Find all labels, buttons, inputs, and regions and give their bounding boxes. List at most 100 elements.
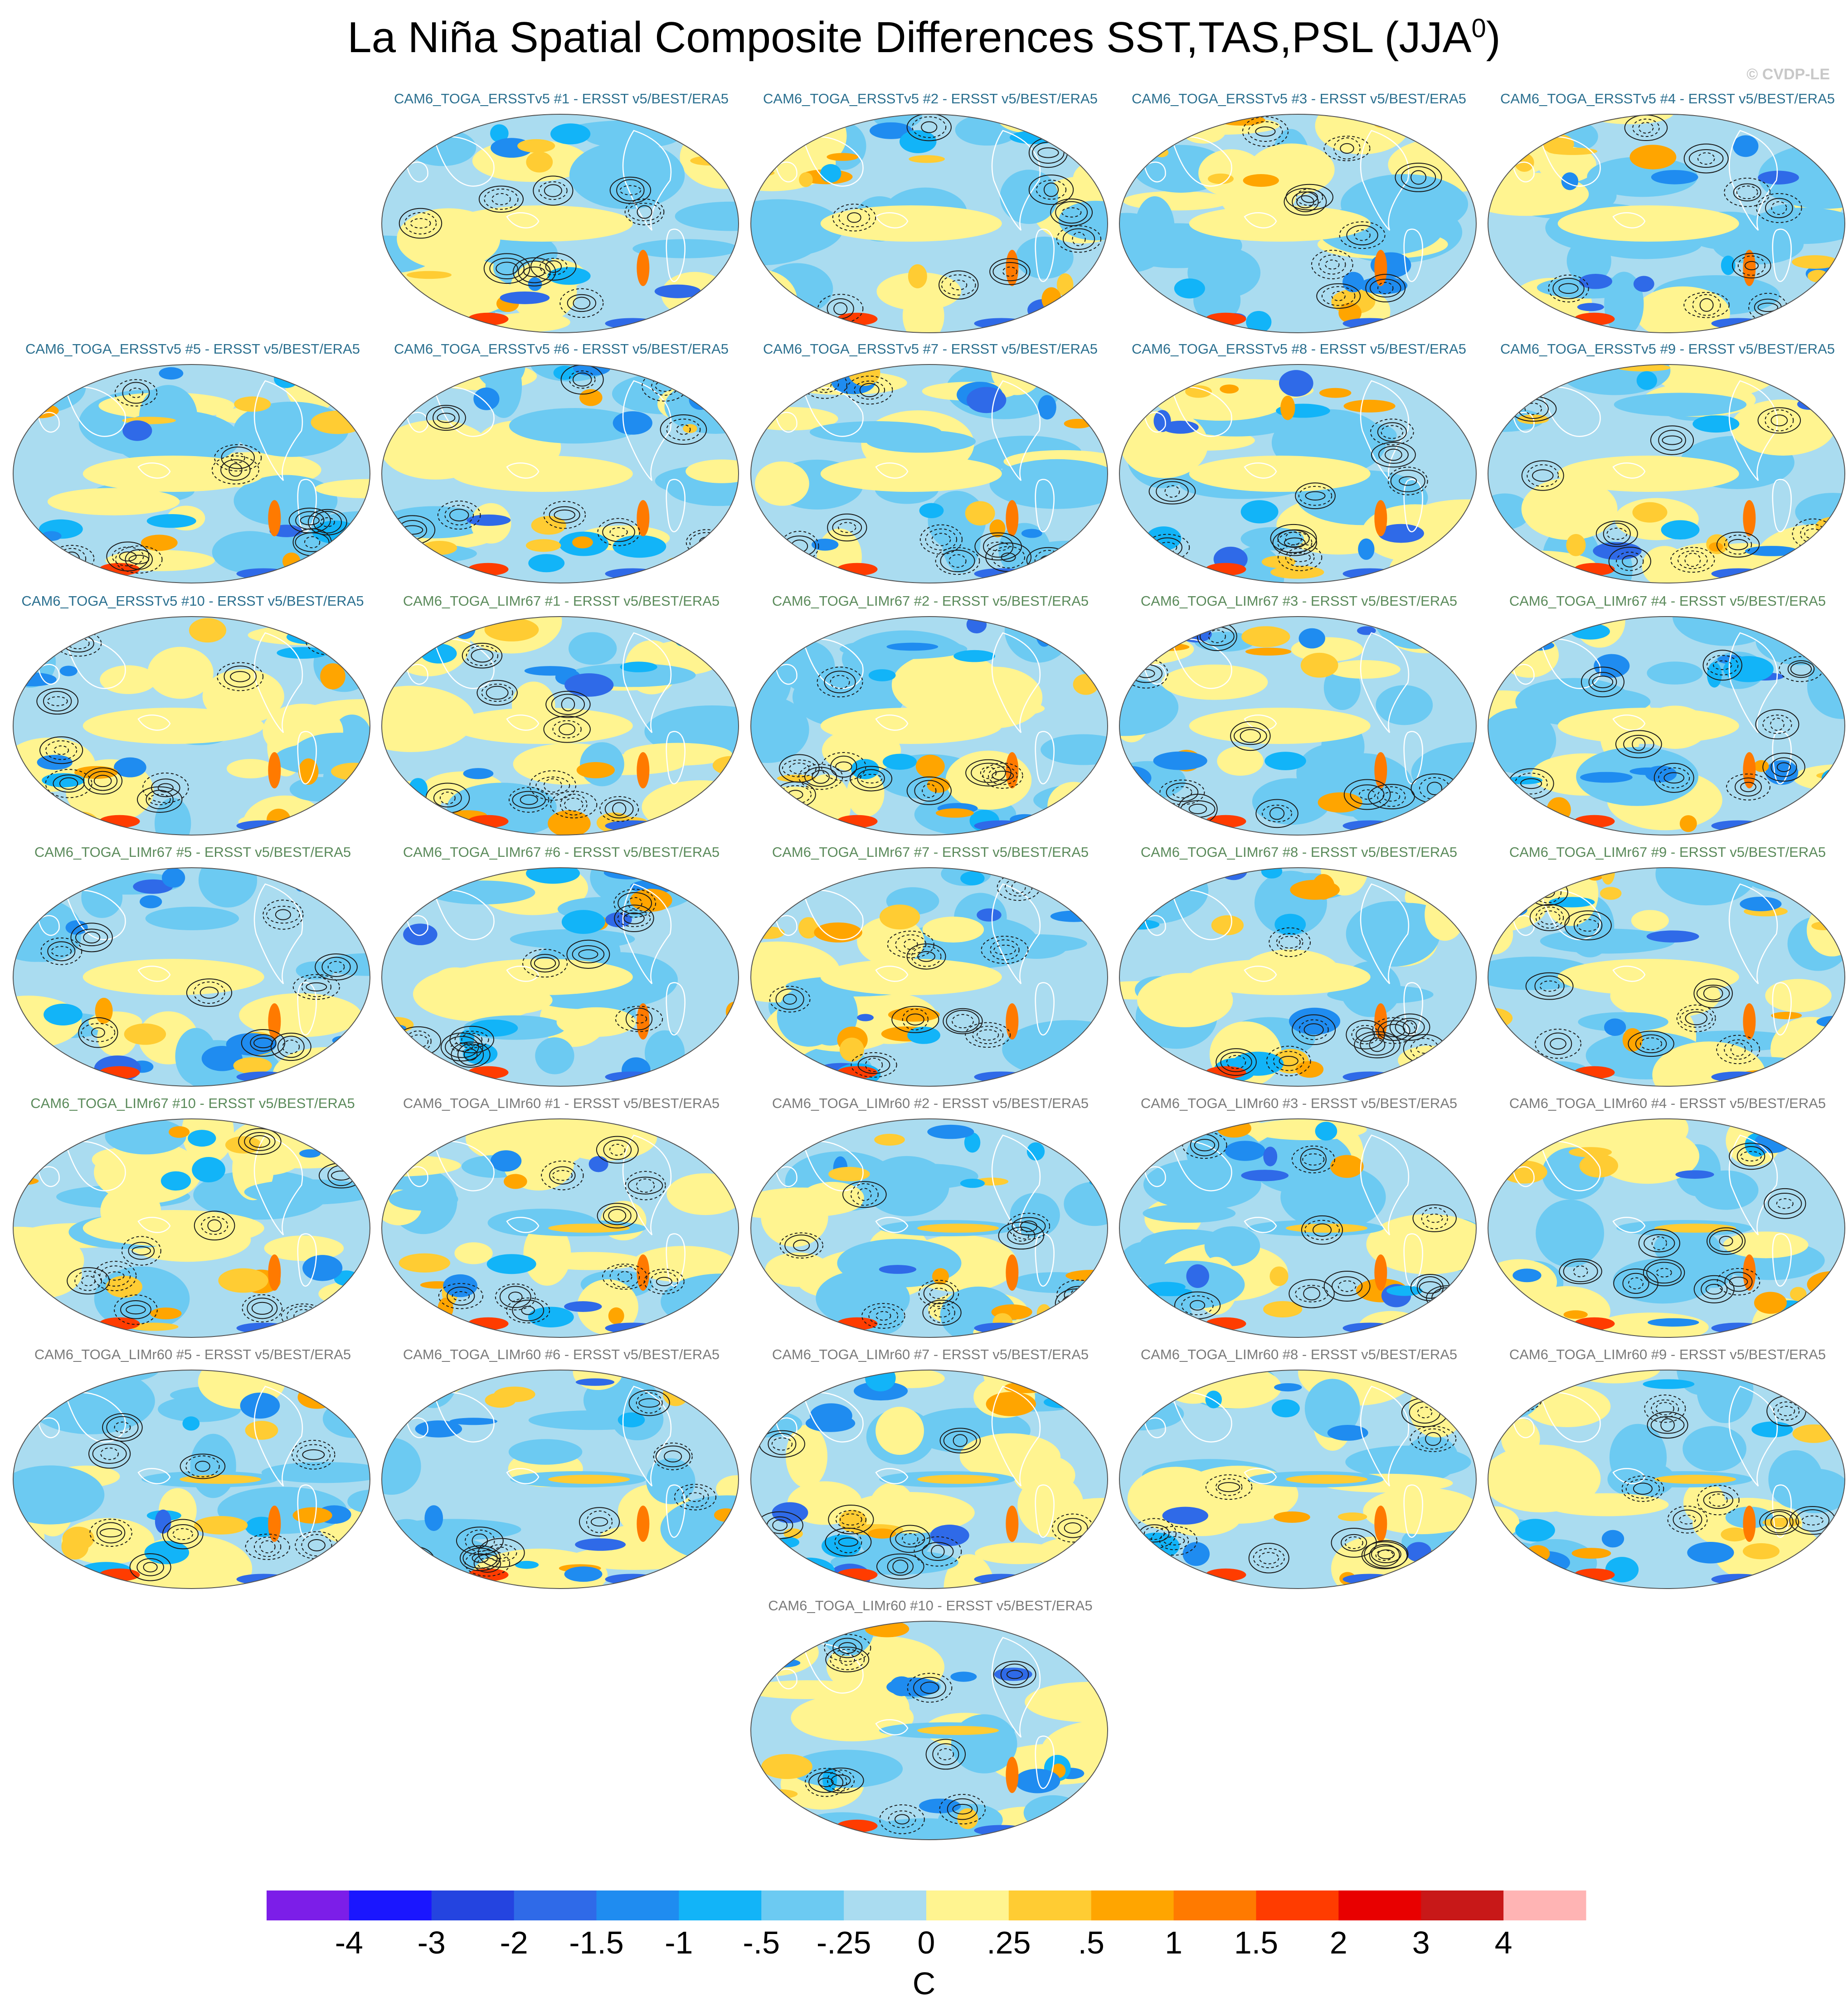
psl-contour: [1255, 799, 1298, 828]
psl-contour: [306, 982, 327, 991]
psl-contour: [914, 780, 944, 802]
coastline: [1035, 228, 1055, 282]
anomaly-spot: [1162, 1506, 1208, 1525]
psl-contour: [304, 536, 321, 549]
psl-contour: [1729, 1142, 1773, 1170]
map-panel: CAM6_TOGA_LIMr67 #10 - ERSST v5/BEST/ERA…: [9, 1095, 376, 1342]
anomaly-spot: [751, 1317, 786, 1334]
anomaly-patch: [569, 141, 685, 209]
psl-contour: [1581, 666, 1625, 698]
psl-contour: [664, 1450, 682, 1463]
psl-contour: [1505, 1387, 1537, 1408]
psl-contour: [1667, 1506, 1708, 1534]
coastline: [1360, 1385, 1410, 1487]
colorbar-swatch: [1338, 1890, 1421, 1920]
psl-contour: [887, 1557, 914, 1576]
psl-contour: [638, 1398, 660, 1408]
anomaly-spot: [15, 388, 58, 408]
coastline: [1144, 412, 1166, 433]
psl-contour: [1301, 1215, 1343, 1245]
psl-contour: [194, 1210, 235, 1241]
psl-contour: [1728, 539, 1748, 550]
psl-contour: [772, 1519, 788, 1531]
psl-contour: [136, 1558, 164, 1576]
psl-contour: [817, 294, 864, 324]
anomaly-spot: [1426, 1385, 1453, 1408]
map-panel: CAM6_TOGA_LIMr60 #2 - ERSST v5/BEST/ERA5: [747, 1095, 1114, 1342]
coastline: [297, 982, 317, 1035]
coastline: [1772, 228, 1792, 282]
psl-contour: [70, 923, 113, 952]
psl-contour: [1248, 1543, 1289, 1574]
anomaly-spot: [1056, 273, 1074, 296]
psl-contour: [609, 527, 628, 537]
anomaly-patch: [675, 201, 739, 231]
south-america-spot: [1006, 1757, 1019, 1793]
psl-contour: [452, 1291, 470, 1301]
anomaly-spot: [1633, 276, 1654, 292]
psl-contour: [1028, 174, 1074, 205]
anomaly-spot: [225, 1136, 262, 1154]
equatorial-band: [1557, 456, 1739, 492]
anomaly-spot: [39, 620, 76, 631]
panel-title: CAM6_TOGA_LIMr60 #5 - ERSST v5/BEST/ERA5: [34, 1346, 351, 1362]
psl-contour: [1037, 147, 1059, 158]
coastline: [1403, 479, 1423, 532]
world-map: [1119, 1370, 1477, 1589]
coastline: [65, 1141, 126, 1191]
psl-contour: [793, 1239, 810, 1252]
anomaly-spot: [1141, 871, 1163, 881]
psl-contour: [613, 889, 657, 918]
anomaly-patch: [761, 1187, 828, 1247]
psl-contour: [1740, 1151, 1762, 1161]
anomaly-patch: [1119, 678, 1179, 736]
anomaly-patch: [1064, 1181, 1108, 1226]
psl-contour: [1770, 414, 1788, 427]
psl-contour: [839, 1653, 855, 1666]
anomaly-spot: [1808, 384, 1845, 407]
world-map: [750, 1370, 1108, 1589]
anomaly-spot: [318, 619, 340, 637]
psl-contour: [1765, 198, 1793, 219]
psl-contour: [1529, 904, 1570, 931]
colorbar-swatch: [514, 1890, 597, 1920]
anomaly-patch: [846, 770, 885, 817]
anomaly-spot: [622, 1057, 651, 1084]
psl-contour: [919, 524, 963, 555]
anomaly-spot: [1822, 534, 1845, 557]
anomaly-spot: [977, 908, 1002, 922]
equatorial-band: [1189, 959, 1371, 995]
anomaly-spot: [503, 1174, 527, 1189]
anomaly-spot: [169, 1126, 190, 1138]
psl-contour: [902, 1008, 929, 1030]
coastline: [1171, 1392, 1232, 1443]
psl-contour: [1755, 709, 1799, 739]
anomaly-spot: [1185, 385, 1212, 398]
anomaly-spot: [1415, 1061, 1445, 1080]
anomaly-spot: [453, 617, 476, 639]
psl-contour: [771, 1437, 793, 1451]
anomaly-spot: [964, 1132, 981, 1153]
psl-contour: [535, 776, 570, 795]
psl-contour: [1693, 978, 1733, 1009]
anomaly-patch: [1655, 868, 1757, 906]
psl-contour: [602, 1263, 647, 1290]
psl-contour: [508, 1291, 523, 1302]
psl-contour: [508, 787, 550, 813]
anomaly-spot: [1579, 273, 1612, 289]
anomaly-spot: [133, 879, 173, 894]
colorbar-tick-label: 2: [1329, 1925, 1347, 1960]
anomaly-spot: [932, 1268, 949, 1285]
psl-contour: [567, 294, 597, 312]
psl-contour: [1285, 184, 1333, 211]
anomaly-patch: [809, 421, 942, 443]
psl-contour: [1395, 1018, 1425, 1036]
psl-contour: [857, 1188, 872, 1201]
anomaly-spot: [868, 669, 896, 681]
psl-contour: [974, 532, 1022, 561]
psl-contour: [686, 1492, 705, 1502]
psl-contour: [890, 1525, 931, 1553]
psl-contour: [1735, 777, 1762, 797]
anomaly-spot: [1488, 1537, 1520, 1556]
anomaly-spot: [59, 666, 78, 676]
